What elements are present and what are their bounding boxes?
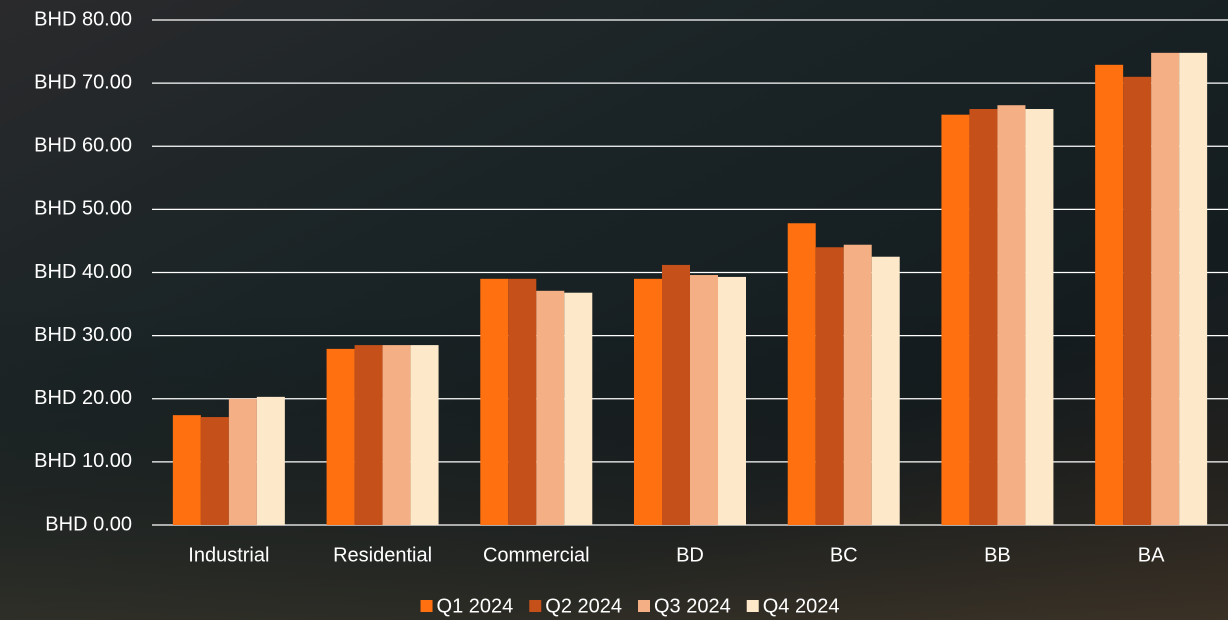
bar [941, 114, 970, 525]
bar [1151, 52, 1180, 525]
bar [997, 105, 1026, 525]
legend-swatch [529, 600, 542, 612]
bar [200, 417, 229, 525]
bar [1095, 64, 1124, 525]
bar [1025, 109, 1054, 525]
y-tick-label: BHD 60.00 [34, 135, 132, 157]
x-tick-label: BD [676, 544, 704, 566]
bar [634, 278, 662, 525]
legend-label: Q2 2024 [545, 595, 622, 617]
legend-swatch [638, 600, 650, 612]
bar [1123, 76, 1152, 525]
bar [382, 345, 411, 525]
bar [410, 345, 439, 525]
y-tick-label: BHD 50.00 [34, 198, 132, 220]
bar [843, 244, 872, 525]
bar [1179, 52, 1208, 525]
x-tick-label: Commercial [483, 544, 590, 566]
bar [480, 278, 509, 525]
legend-swatch [746, 600, 759, 612]
y-tick-label: BHD 70.00 [34, 71, 132, 93]
y-tick-label: BHD 0.00 [45, 513, 132, 535]
legend-label: Q3 2024 [654, 595, 731, 617]
legend-swatch [420, 600, 433, 612]
bar [969, 109, 998, 525]
bar [815, 247, 844, 525]
bar [536, 290, 565, 525]
bar [508, 278, 537, 525]
bar [326, 348, 355, 525]
x-tick-label: Residential [333, 544, 432, 566]
x-tick-label: BA [1138, 544, 1165, 566]
legend-label: Q4 2024 [763, 595, 840, 617]
y-tick-label: BHD 30.00 [34, 324, 132, 346]
x-tick-label: BC [830, 544, 858, 566]
bar [871, 256, 900, 525]
bar [564, 292, 593, 525]
x-tick-label: BB [984, 544, 1011, 566]
bar [354, 345, 383, 525]
bar [256, 396, 285, 525]
y-tick-label: BHD 20.00 [34, 387, 132, 409]
bar [662, 264, 690, 525]
bar [172, 415, 201, 525]
bar [718, 276, 746, 525]
x-tick-label: Industrial [188, 544, 269, 566]
bar [787, 223, 816, 525]
legend-label: Q1 2024 [437, 595, 514, 617]
y-tick-label: BHD 80.00 [34, 8, 132, 30]
bar [690, 275, 718, 525]
bar [228, 398, 257, 525]
y-tick-label: BHD 10.00 [34, 450, 132, 472]
y-tick-label: BHD 40.00 [34, 261, 132, 283]
